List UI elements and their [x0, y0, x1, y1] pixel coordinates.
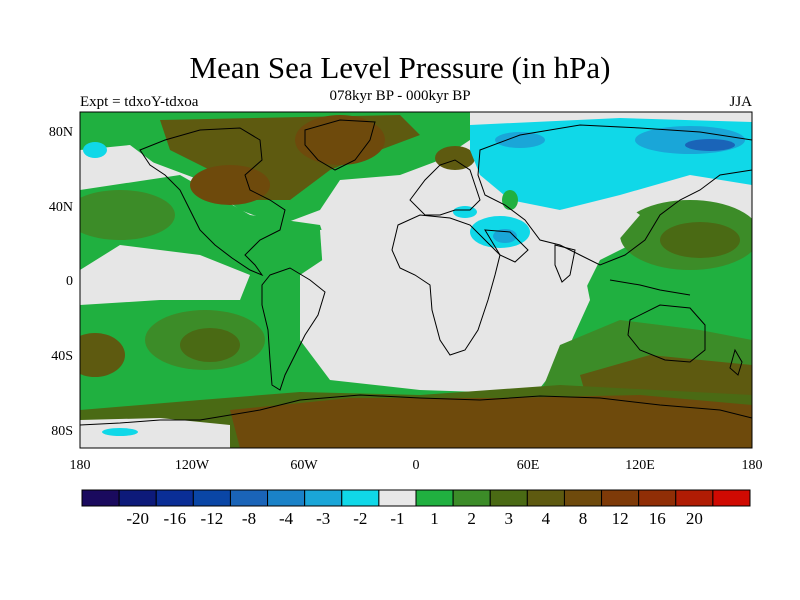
colorbar-swatch: [304, 489, 343, 507]
colorbar-swatch: [712, 489, 751, 507]
colorbar-tick-label: 1: [430, 509, 439, 528]
lat-tick-label: 40S: [51, 349, 73, 364]
field-brown-greenland: [295, 115, 385, 165]
coast-north-america: [139, 127, 286, 277]
colorbar-tick-label: -4: [279, 509, 294, 528]
colorbar-tick-label: -3: [316, 509, 330, 528]
coastlines: [80, 119, 752, 426]
colorbar-swatch: [452, 489, 491, 507]
lat-axis: 80N 40N 0 40S 80S: [49, 125, 73, 439]
colorbar-swatch: [601, 489, 640, 507]
colorbar-tick-label: -2: [353, 509, 367, 528]
lon-tick-label: 60E: [517, 458, 540, 473]
coast-asia: [477, 124, 752, 266]
colorbar-tick-label: -16: [163, 509, 186, 528]
coast-australia: [627, 304, 706, 363]
experiment-label: Expt = tdxoY-tdxoa: [80, 94, 199, 110]
coast-arabia: [484, 229, 529, 263]
colorbar-tick-label: 8: [579, 509, 588, 528]
lon-tick-label: 180: [742, 458, 763, 473]
lat-tick-label: 80S: [51, 424, 73, 439]
field-neutral-atlantic-africa: [320, 215, 590, 390]
season-label: JJA: [729, 94, 752, 110]
field-patch-ross-cyan: [102, 428, 138, 436]
field-cyan-mediterranean: [453, 206, 477, 218]
colorbar-tick-label: 2: [467, 509, 476, 528]
colorbar-swatch: [489, 489, 528, 507]
field-neutral-tropical-pacific: [80, 245, 250, 305]
colorbar-swatch: [267, 489, 306, 507]
lat-tick-label: 0: [66, 274, 73, 289]
colorbar-tick-label: -20: [126, 509, 149, 528]
pressure-field: [80, 112, 752, 448]
colorbar-swatch: [638, 489, 677, 507]
field-blue-siberia: [635, 126, 745, 154]
field-patch-s-pacific-core: [180, 328, 240, 362]
colorbar-swatch: [192, 489, 231, 507]
field-darkblue-siberia: [685, 139, 735, 151]
colorbar-tick-label: -1: [390, 509, 404, 528]
map-title: Mean Sea Level Pressure (in hPa): [189, 50, 611, 85]
coast-india: [554, 244, 576, 283]
colorbar-tick-label: -8: [242, 509, 256, 528]
coast-europe: [409, 159, 481, 216]
lon-tick-label: 120E: [625, 458, 655, 473]
field-brown-hudson: [190, 165, 270, 205]
colorbar-swatch: [378, 489, 417, 507]
colorbar-swatch: [526, 489, 565, 507]
coast-new-zealand: [729, 348, 743, 376]
lon-axis: 180 120W 60W 0 60E 120E 180: [70, 458, 763, 473]
field-brown-scandinavia: [435, 146, 475, 170]
coast-south-america: [261, 267, 326, 391]
coast-antarctica: [80, 394, 752, 426]
field-patch-s-pacific-west: [80, 333, 125, 377]
lat-tick-label: 40N: [49, 200, 73, 215]
field-blue-ural: [495, 132, 545, 148]
field-neutral-tibet: [560, 200, 640, 250]
colorbar-tick-label: 4: [542, 509, 551, 528]
coast-greenland: [304, 119, 376, 171]
colorbar-tick-label: 20: [686, 509, 703, 528]
colorbar-swatch: [415, 489, 454, 507]
colorbar-swatch: [81, 489, 120, 507]
colorbar-swatch: [675, 489, 714, 507]
field-green-caspian: [502, 190, 518, 210]
lon-tick-label: 60W: [290, 458, 318, 473]
field-patch-n-pacific: [80, 190, 175, 240]
lon-tick-label: 120W: [175, 458, 210, 473]
map-frame: [79, 111, 753, 449]
colorbar-swatch: [118, 489, 157, 507]
map-subtitle: 078kyr BP - 000kyr BP: [329, 88, 471, 104]
field-neutral-ross: [80, 418, 230, 448]
colorbar-swatch: [341, 489, 380, 507]
colorbar-tick-label: 12: [612, 509, 629, 528]
coast-africa: [391, 214, 501, 356]
colorbar-tick-label: -12: [201, 509, 224, 528]
colorbar-swatch: [563, 489, 603, 507]
field-patch-nw-pacific-core: [660, 222, 740, 258]
colorbar-swatch: [229, 489, 269, 507]
colorbar-tick-label: 16: [649, 509, 666, 528]
coast-indonesia: [609, 279, 691, 296]
field-band-antarctic: [230, 395, 752, 448]
colorbar: -20 -16 -12 -8 -4 -3 -2 -1 1 2 3 4 8 12 16 20: [81, 489, 751, 528]
lat-tick-label: 80N: [49, 125, 73, 140]
field-cyan-bering: [83, 142, 107, 158]
colorbar-tick-label: 3: [505, 509, 514, 528]
lon-tick-label: 180: [70, 458, 91, 473]
colorbar-swatch: [155, 489, 194, 507]
lon-tick-label: 0: [413, 458, 420, 473]
